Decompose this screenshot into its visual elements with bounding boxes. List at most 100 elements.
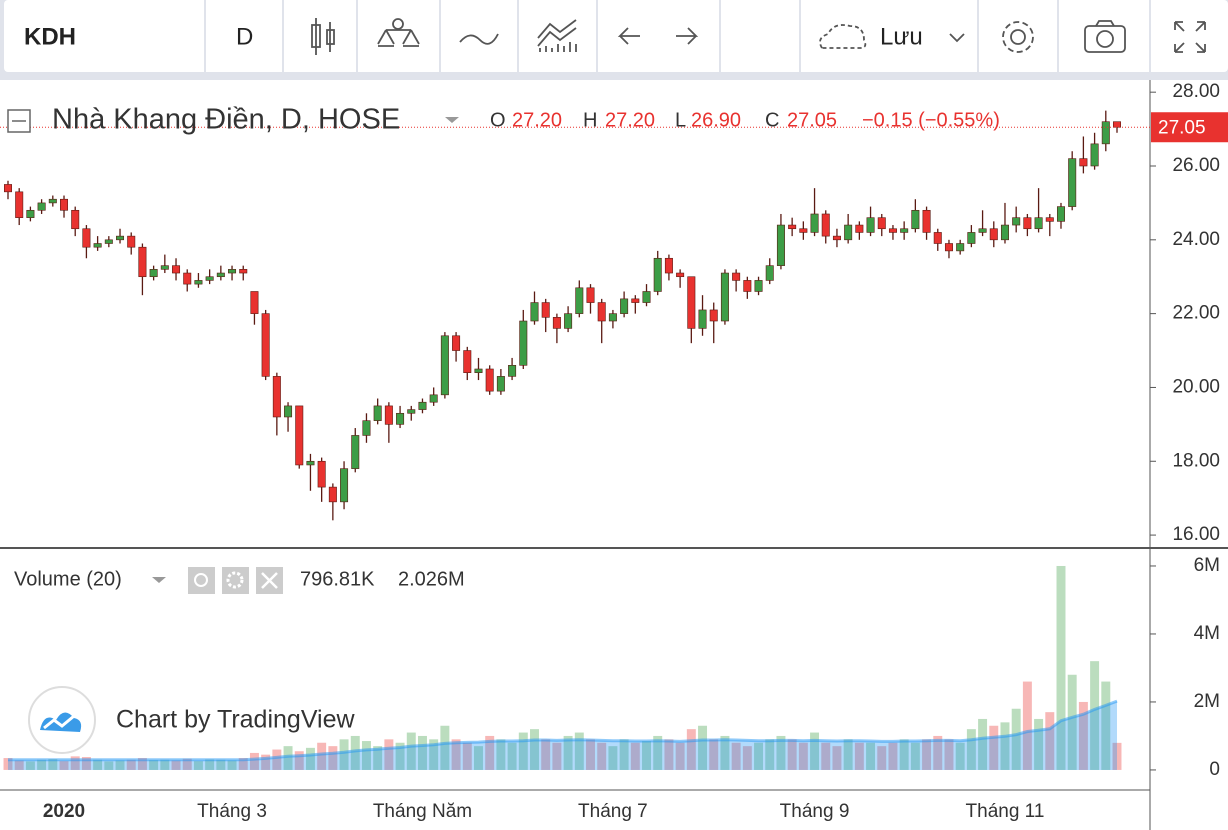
volume-bar bbox=[440, 725, 450, 770]
candle-body bbox=[967, 232, 976, 244]
candle-body bbox=[93, 243, 102, 248]
volume-bar bbox=[754, 742, 764, 770]
candle-body bbox=[888, 228, 897, 233]
candle-body bbox=[978, 228, 987, 233]
candle-body bbox=[776, 224, 785, 266]
candle-body bbox=[138, 246, 147, 278]
undo[interactable] bbox=[617, 27, 640, 45]
volume-bar bbox=[978, 718, 988, 770]
candle-body bbox=[799, 228, 808, 233]
save-menu[interactable] bbox=[949, 33, 965, 43]
candle-body bbox=[160, 265, 169, 270]
candle-body bbox=[351, 435, 360, 469]
volume-bar bbox=[776, 735, 786, 770]
candle-body bbox=[810, 213, 819, 233]
interval[interactable]: D bbox=[236, 23, 253, 50]
candle-body bbox=[788, 224, 797, 230]
candle-body bbox=[1045, 217, 1054, 222]
candle-body bbox=[15, 191, 24, 218]
cloud-icon[interactable] bbox=[819, 24, 867, 49]
candle-body bbox=[317, 460, 326, 488]
volume-bar bbox=[160, 759, 170, 770]
volume-bar bbox=[843, 739, 853, 770]
compare-icon[interactable] bbox=[459, 33, 499, 45]
volume-bar bbox=[1045, 712, 1055, 770]
save[interactable]: Lưu bbox=[880, 23, 923, 50]
volume-bar bbox=[1034, 718, 1044, 770]
series-title[interactable]: Nhà Khang Điền, D, HOSE bbox=[52, 104, 400, 136]
title-menu[interactable] bbox=[445, 117, 459, 123]
x-tick-label: Tháng 3 bbox=[197, 801, 267, 822]
fullscreen[interactable] bbox=[1174, 21, 1206, 53]
volume-title[interactable]: Volume (20) bbox=[14, 568, 122, 590]
volume-bar bbox=[664, 739, 674, 770]
ohlc-label: C bbox=[765, 109, 779, 131]
volume-bar bbox=[574, 732, 584, 770]
candle-body bbox=[597, 302, 606, 322]
volume-bar bbox=[653, 735, 663, 770]
volume-bar bbox=[518, 732, 528, 770]
candle-body bbox=[933, 232, 942, 244]
candle-body bbox=[900, 228, 909, 233]
volume-bar bbox=[1056, 565, 1066, 770]
volume-bar bbox=[821, 742, 831, 770]
candle-body bbox=[284, 405, 293, 418]
candle-body bbox=[732, 272, 741, 281]
volume-bar bbox=[474, 746, 483, 770]
volume-bar bbox=[1011, 708, 1021, 770]
symbol[interactable]: KDH bbox=[24, 23, 76, 50]
volume-bar bbox=[417, 735, 427, 770]
bars-icon[interactable] bbox=[537, 19, 577, 52]
x-tick-label: 2020 bbox=[43, 801, 85, 822]
volume-bar bbox=[888, 742, 898, 770]
ohlc-change: −0.15 (−0.55%) bbox=[862, 109, 1000, 131]
candle-body bbox=[228, 269, 237, 274]
volume-bar bbox=[429, 739, 439, 770]
settings-icon[interactable] bbox=[1002, 21, 1034, 53]
candle-body bbox=[844, 224, 853, 241]
redo[interactable] bbox=[676, 27, 699, 45]
volume-bar bbox=[485, 735, 495, 770]
volume-bar bbox=[966, 729, 976, 770]
candle-body bbox=[1079, 158, 1088, 167]
candle-body bbox=[295, 405, 304, 466]
snapshot-icon[interactable] bbox=[1084, 20, 1126, 53]
volume-bar bbox=[14, 760, 24, 770]
ohlc-label: O bbox=[490, 109, 506, 131]
volume-bar bbox=[530, 729, 539, 770]
indicator-icon[interactable] bbox=[377, 18, 420, 47]
volume-bar bbox=[742, 746, 752, 770]
volume-bar bbox=[261, 754, 271, 770]
candle-body bbox=[362, 420, 371, 436]
y-tick-label: 24.00 bbox=[1172, 229, 1220, 250]
volume-controls[interactable] bbox=[188, 567, 283, 594]
volume-ma-line bbox=[8, 699, 1118, 762]
y-tick-label: 0 bbox=[1209, 759, 1220, 780]
volume-bar bbox=[339, 739, 349, 770]
chart-area bbox=[0, 80, 1228, 830]
candle-body bbox=[1113, 121, 1121, 128]
candle-body bbox=[1000, 224, 1009, 241]
candle-body bbox=[71, 209, 80, 230]
candle-body bbox=[1101, 121, 1110, 145]
candle-body bbox=[328, 486, 337, 503]
volume-ma-area bbox=[8, 701, 1117, 770]
candle-body bbox=[205, 276, 214, 281]
volume-bar bbox=[642, 741, 651, 770]
ohlc-value: 27.20 bbox=[512, 109, 562, 131]
volume-bar bbox=[731, 742, 741, 770]
candle-body bbox=[664, 257, 673, 274]
volume-bar bbox=[104, 761, 114, 770]
candle-body bbox=[564, 313, 573, 329]
candle-body bbox=[575, 287, 584, 314]
candle-body bbox=[272, 376, 281, 418]
candle-body bbox=[866, 217, 875, 233]
candle-body bbox=[485, 368, 494, 392]
volume-menu[interactable] bbox=[152, 577, 166, 583]
candle-body bbox=[4, 184, 12, 193]
volume-bar bbox=[1090, 661, 1100, 770]
volume-bar bbox=[922, 739, 932, 770]
volume-bar bbox=[619, 739, 629, 770]
volume-bars bbox=[3, 565, 1122, 770]
candle-icon[interactable] bbox=[311, 18, 335, 55]
